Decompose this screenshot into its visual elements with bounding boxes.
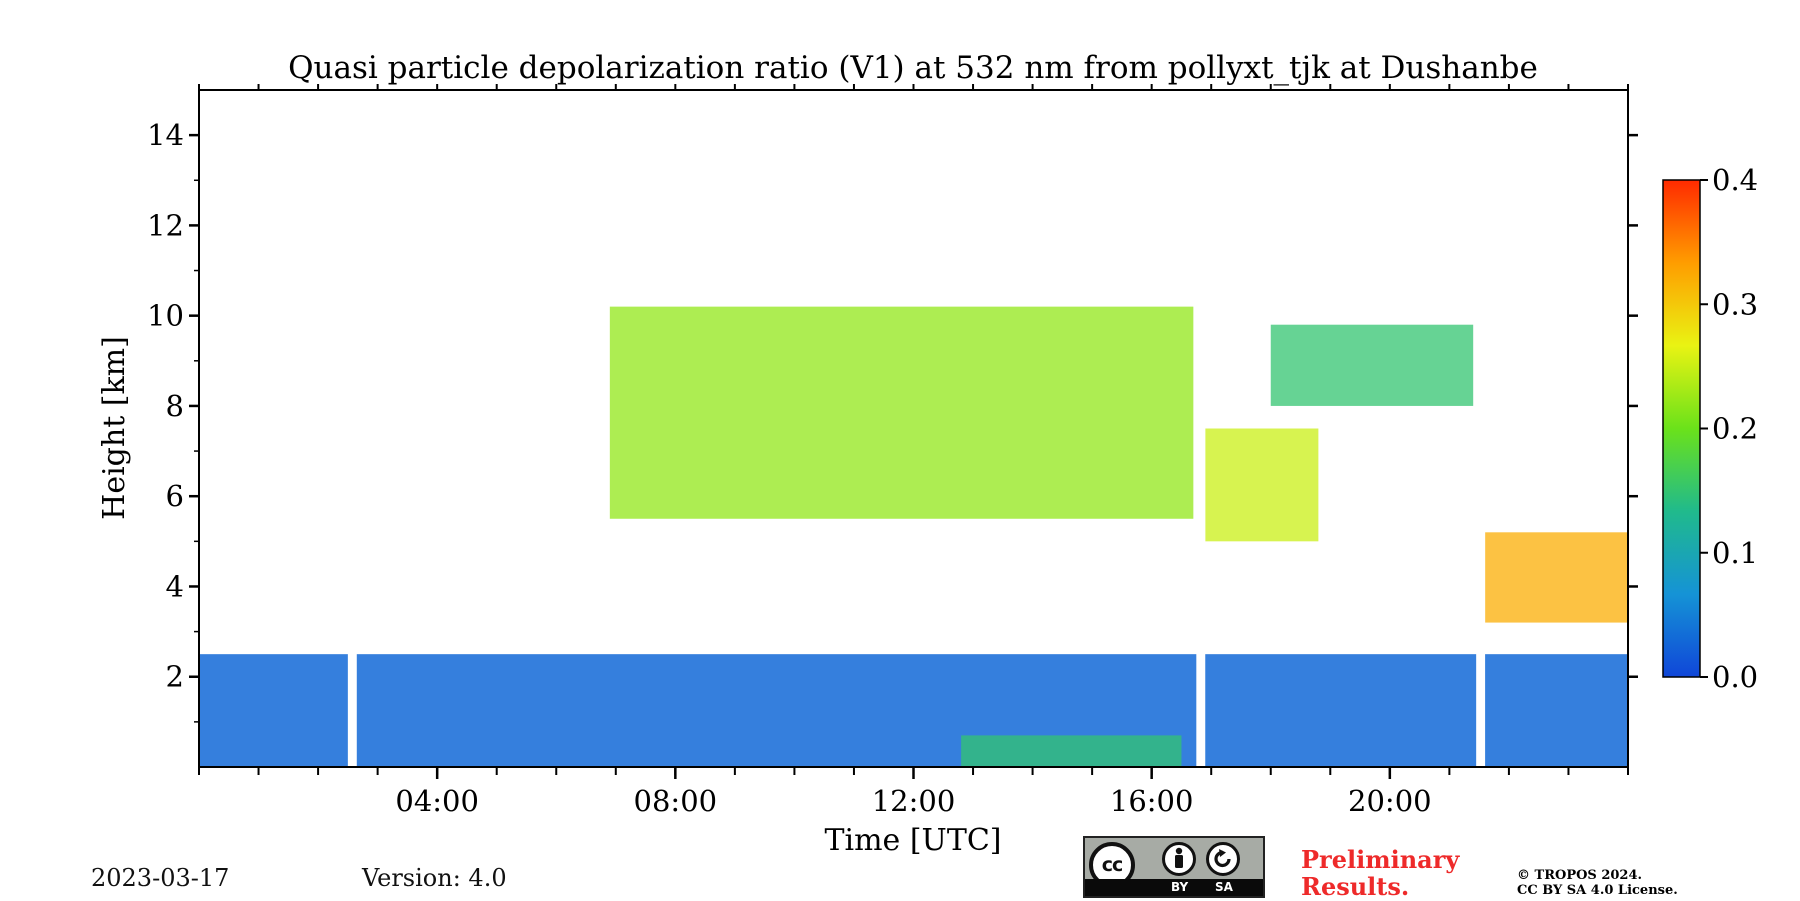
version-label: Version: 4.0 (362, 864, 507, 892)
plot-area (199, 90, 1628, 767)
badge-strip (1085, 879, 1263, 896)
copyright-line-2: CC BY SA 4.0 License. (1517, 883, 1678, 898)
layer-cell (1205, 428, 1319, 542)
y-tick-label: 12 (147, 208, 184, 242)
y-tick-label: 6 (166, 479, 184, 513)
share-alike-icon (1206, 842, 1240, 876)
data-gap (347, 90, 357, 767)
y-axis-label: Height [km] (97, 336, 132, 520)
layer-high-cirrus-patches (1270, 324, 1474, 406)
y-tick-label: 4 (166, 569, 184, 603)
date-label: 2023-03-17 (91, 864, 230, 892)
y-tick-label: 14 (147, 118, 184, 152)
colorbar-tick-label: 0.0 (1712, 660, 1758, 694)
copyright-line-1: © TROPOS 2024. (1517, 868, 1643, 883)
preliminary-results-label: Preliminary Results. (1301, 845, 1460, 901)
x-tick-label: 20:00 (1348, 784, 1432, 818)
cc-license-badge: cc BY SA (1083, 836, 1265, 898)
x-axis: 04:00 08:00 12:00 16:00 20:00 (198, 84, 1629, 818)
colorbar-tick-label: 0.2 (1712, 412, 1758, 446)
colorbar-gradient (1662, 179, 1701, 678)
layer-cirrus-fallstreaks (1205, 428, 1319, 542)
layer-cell (1485, 532, 1628, 623)
x-tick-label: 08:00 (634, 784, 718, 818)
layer-cloud-layer (1485, 532, 1628, 623)
x-axis-label: Time [UTC] (825, 823, 1002, 858)
data-gap (1196, 90, 1206, 767)
y-tick-label: 8 (166, 389, 184, 423)
colorbar: 0.0 0.1 0.2 0.3 0.4 (1662, 163, 1758, 694)
sa-label: SA (1215, 880, 1233, 894)
x-tick-label: 16:00 (1110, 784, 1194, 818)
x-tick-label: 04:00 (395, 784, 479, 818)
colorbar-tick-label: 0.1 (1712, 536, 1758, 570)
chart-title: Quasi particle depolarization ratio (V1)… (288, 50, 1538, 86)
layer-cell (961, 735, 1182, 767)
layer-cell (609, 306, 1194, 519)
layer-cell (1270, 324, 1474, 406)
layer-boundary-layer (199, 654, 1628, 767)
layer-cell (199, 654, 1628, 767)
y-tick-label: 10 (147, 299, 184, 333)
copyright-notice: © TROPOS 2024. CC BY SA 4.0 License. (1517, 868, 1777, 898)
layer-cirrus-band (609, 306, 1194, 519)
attribution-icon (1162, 842, 1196, 876)
y-axis: 2 4 6 8 10 12 14 (147, 118, 1638, 723)
colorbar-tick-label: 0.4 (1712, 163, 1758, 197)
by-label: BY (1171, 880, 1189, 894)
x-tick-label: 12:00 (872, 784, 956, 818)
colorbar-tick-label: 0.3 (1712, 287, 1758, 321)
data-gap (1476, 90, 1486, 767)
layer-dust-near-surface (961, 735, 1182, 767)
y-tick-label: 2 (166, 660, 184, 694)
